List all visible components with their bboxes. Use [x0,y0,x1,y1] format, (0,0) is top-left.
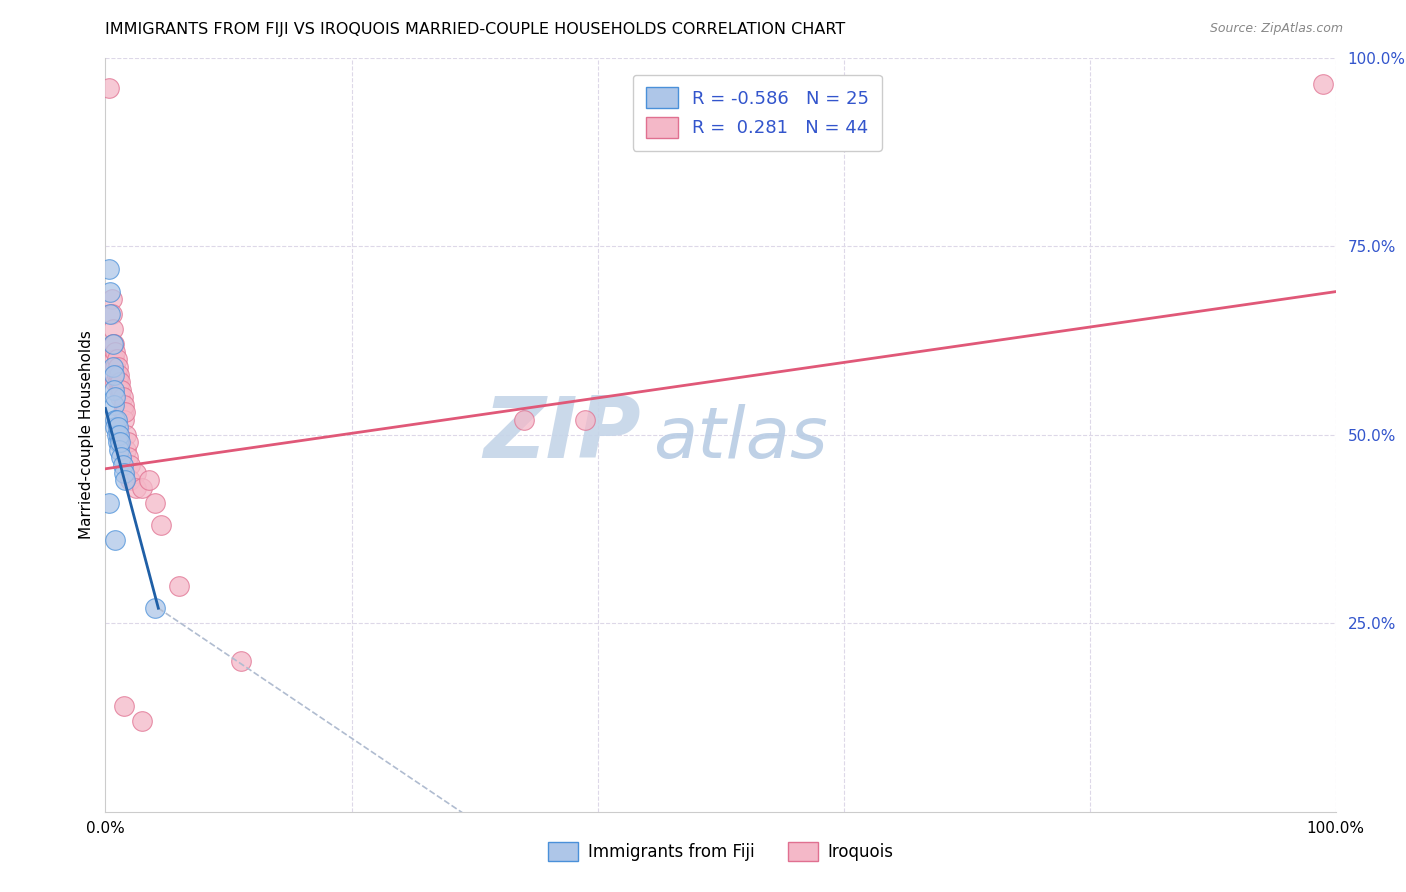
Point [100,307,122,321]
Text: ZIP: ZIP [484,393,641,476]
Point [110,383,132,397]
Point [110,450,132,465]
Point [100,292,122,306]
Point [104,420,127,434]
Point [108,383,131,397]
Point [114,473,136,487]
Point [108,428,131,442]
Legend: Immigrants from Fiji, Iroquois: Immigrants from Fiji, Iroquois [541,835,900,867]
Point [114,405,136,419]
Point [107,435,129,450]
Point [103,352,125,367]
Point [107,359,129,374]
Point [110,390,132,404]
Point [104,345,127,359]
Text: IMMIGRANTS FROM FIJI VS IROQUOIS MARRIED-COUPLE HOUSEHOLDS CORRELATION CHART: IMMIGRANTS FROM FIJI VS IROQUOIS MARRIED… [105,22,845,37]
Point [1312,78,1334,92]
Point [103,368,125,382]
Point [117,450,139,465]
Point [513,413,536,427]
Point [101,322,124,336]
Point [110,375,132,389]
Point [108,368,131,382]
Point [125,481,148,495]
Point [105,368,128,382]
Point [107,420,129,434]
Point [120,458,141,472]
Point [105,413,128,427]
Point [107,375,129,389]
Point [101,337,124,351]
Point [101,359,124,374]
Point [104,359,127,374]
Point [120,473,141,487]
Point [104,375,127,389]
Point [143,496,166,510]
Point [112,413,135,427]
Point [103,337,125,351]
Point [169,579,191,593]
Point [103,368,125,382]
Point [98,496,121,510]
Point [98,262,121,277]
Text: atlas: atlas [652,404,828,473]
Point [98,81,121,95]
Point [112,398,135,412]
Point [115,442,138,457]
Point [111,405,134,419]
Point [104,533,127,548]
Point [574,413,596,427]
Point [104,390,127,404]
Point [110,435,132,450]
Point [131,481,153,495]
Point [115,428,138,442]
Point [111,458,134,472]
Point [103,383,125,397]
Point [101,337,124,351]
Point [104,413,127,427]
Point [143,601,166,615]
Text: Source: ZipAtlas.com: Source: ZipAtlas.com [1209,22,1343,36]
Point [103,398,125,412]
Point [229,654,252,668]
Point [131,714,153,729]
Point [117,435,139,450]
Point [98,307,122,321]
Point [138,473,160,487]
Point [108,442,131,457]
Point [105,352,128,367]
Point [111,390,134,404]
Point [149,518,172,533]
Point [112,699,135,714]
Point [98,285,122,299]
Point [125,466,148,480]
Point [105,428,128,442]
Point [112,466,135,480]
Y-axis label: Married-couple Households: Married-couple Households [79,330,94,540]
